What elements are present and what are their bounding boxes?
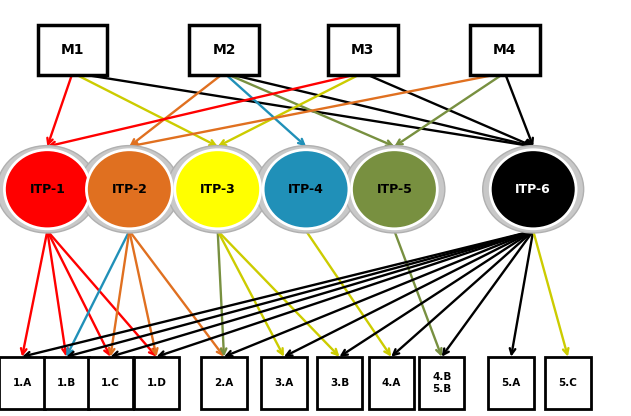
- FancyBboxPatch shape: [201, 357, 247, 409]
- FancyBboxPatch shape: [317, 357, 362, 409]
- Ellipse shape: [483, 146, 584, 233]
- FancyBboxPatch shape: [134, 357, 179, 409]
- FancyBboxPatch shape: [488, 357, 534, 409]
- Text: M3: M3: [351, 43, 375, 57]
- Ellipse shape: [351, 150, 437, 229]
- Ellipse shape: [175, 150, 261, 229]
- FancyBboxPatch shape: [545, 357, 591, 409]
- Ellipse shape: [344, 146, 445, 233]
- FancyBboxPatch shape: [369, 357, 414, 409]
- Text: 5.A: 5.A: [502, 378, 521, 388]
- Text: M1: M1: [61, 43, 85, 57]
- FancyBboxPatch shape: [419, 357, 464, 409]
- FancyBboxPatch shape: [189, 25, 259, 75]
- Text: M2: M2: [212, 43, 236, 57]
- Ellipse shape: [256, 146, 357, 233]
- Text: ITP-5: ITP-5: [377, 183, 412, 196]
- Text: 3.B: 3.B: [330, 378, 349, 388]
- Text: 1.A: 1.A: [13, 378, 32, 388]
- Text: 5.C: 5.C: [558, 378, 577, 388]
- Text: ITP-6: ITP-6: [516, 183, 551, 196]
- FancyBboxPatch shape: [470, 25, 540, 75]
- Text: 4.A: 4.A: [382, 378, 401, 388]
- Ellipse shape: [490, 150, 576, 229]
- Ellipse shape: [4, 150, 90, 229]
- Ellipse shape: [0, 146, 98, 233]
- Text: ITP-2: ITP-2: [112, 183, 147, 196]
- Text: 1.C: 1.C: [101, 378, 120, 388]
- Text: 4.B
5.B: 4.B 5.B: [432, 372, 451, 394]
- FancyBboxPatch shape: [44, 357, 89, 409]
- Text: ITP-4: ITP-4: [288, 183, 324, 196]
- FancyBboxPatch shape: [88, 357, 133, 409]
- FancyBboxPatch shape: [328, 25, 398, 75]
- Text: ITP-1: ITP-1: [30, 183, 65, 196]
- Text: ITP-3: ITP-3: [200, 183, 235, 196]
- FancyBboxPatch shape: [0, 357, 45, 409]
- Text: M4: M4: [493, 43, 517, 57]
- Text: 3.A: 3.A: [274, 378, 293, 388]
- Ellipse shape: [263, 150, 349, 229]
- FancyBboxPatch shape: [38, 25, 107, 75]
- Ellipse shape: [86, 150, 172, 229]
- Ellipse shape: [79, 146, 180, 233]
- Text: 1.B: 1.B: [57, 378, 76, 388]
- FancyBboxPatch shape: [261, 357, 307, 409]
- Text: 1.D: 1.D: [146, 378, 167, 388]
- Ellipse shape: [167, 146, 268, 233]
- Text: 2.A: 2.A: [215, 378, 233, 388]
